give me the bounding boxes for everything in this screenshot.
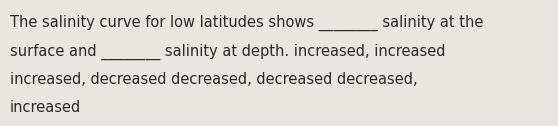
Text: increased: increased bbox=[10, 100, 81, 115]
Text: The salinity curve for low latitudes shows ________ salinity at the: The salinity curve for low latitudes sho… bbox=[10, 15, 483, 31]
Text: surface and ________ salinity at depth. increased, increased: surface and ________ salinity at depth. … bbox=[10, 43, 445, 60]
Text: increased, decreased decreased, decreased decreased,: increased, decreased decreased, decrease… bbox=[10, 72, 418, 87]
